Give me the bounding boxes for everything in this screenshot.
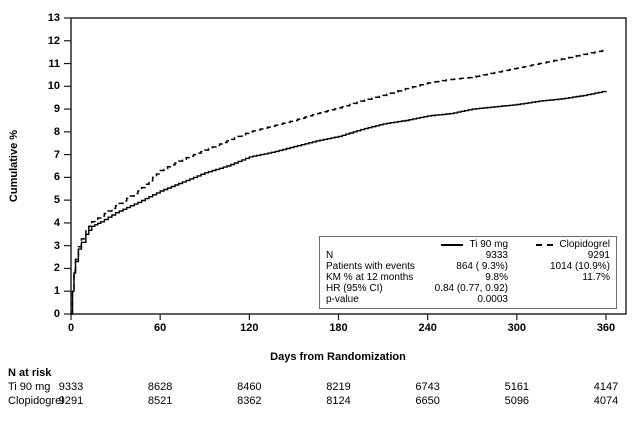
y-tick-label: 3: [53, 239, 60, 252]
n-at-risk-title: N at risk: [8, 367, 52, 379]
n-at-risk-row2-label: Clopidogrel: [8, 395, 64, 407]
stat-label: KM % at 12 months: [326, 272, 414, 283]
stat-label: p-value: [326, 294, 359, 305]
x-tick-label: 60: [154, 322, 167, 334]
n-at-risk-value: 8362: [237, 395, 262, 407]
n-at-risk-value: 9333: [58, 381, 84, 393]
x-tick-label: 180: [329, 322, 348, 334]
n-at-risk-value: 5096: [504, 395, 530, 407]
solid-line-sample-icon: [441, 243, 464, 246]
stats-row-hr: HR (95% CI) 0.84 (0.77, 0.92): [326, 283, 610, 294]
n-at-risk-row1-label: Ti 90 mg: [8, 381, 51, 393]
n-at-risk-value: 8521: [147, 395, 173, 407]
n-at-risk-value: 8460: [237, 381, 262, 393]
stat-label: N: [326, 250, 334, 261]
stats-row-km: KM % at 12 months 9.8% 11.7%: [326, 272, 610, 283]
y-tick-label: 6: [53, 171, 60, 184]
clopidogrel-curve: [71, 49, 607, 315]
y-tick-label: 2: [53, 262, 60, 275]
stats-row-pvalue: p-value 0.0003: [326, 294, 610, 305]
stat-value-ti: 9333: [485, 250, 508, 261]
stat-label: HR (95% CI): [326, 283, 383, 294]
legend-series-2-label: Clopidogrel: [559, 239, 610, 250]
ti90mg-curve: [71, 90, 607, 315]
stat-label: Patients with events: [326, 261, 415, 272]
stats-row-n: N 9333 9291: [326, 250, 610, 261]
x-tick-label: 300: [507, 322, 526, 334]
stat-value-ti: 0.84 (0.77, 0.92): [434, 283, 508, 294]
stats-row-events: Patients with events 864 ( 9.3%) 1014 (1…: [326, 261, 610, 272]
y-tick-label: 0: [53, 308, 60, 320]
x-tick-label: 0: [67, 322, 75, 334]
n-at-risk-value: 6743: [415, 381, 440, 393]
n-at-risk-value: 5161: [504, 381, 530, 393]
y-tick-label: 11: [48, 57, 60, 70]
n-at-risk-value: 8219: [326, 381, 351, 393]
stat-value-ti: 0.0003: [477, 294, 508, 305]
x-tick-label: 240: [418, 322, 437, 334]
n-at-risk-value: 4074: [593, 395, 619, 407]
y-tick-label: 1: [53, 285, 60, 298]
stats-legend-box: Ti 90 mg Clopidogrel N 9333 9291 Patient…: [319, 236, 617, 309]
stat-value-clop: 11.7%: [582, 272, 610, 283]
stat-value-clop: [508, 294, 610, 305]
y-tick-label: 4: [53, 216, 60, 229]
x-tick-label: 360: [596, 322, 616, 334]
y-axis-title: Cumulative %: [8, 129, 20, 203]
y-tick-label: 5: [53, 194, 60, 207]
y-tick-label: 13: [47, 11, 60, 24]
y-tick-label: 12: [47, 34, 60, 47]
x-axis-title: Days from Randomization: [270, 351, 406, 363]
y-tick-label: 7: [53, 148, 60, 161]
n-at-risk-value: 6650: [415, 395, 440, 407]
stat-value-clop: 9291: [587, 250, 610, 261]
n-at-risk-value: 4147: [593, 381, 619, 393]
n-at-risk-value: 9291: [58, 395, 84, 407]
n-at-risk-value: 8628: [147, 381, 173, 393]
stat-value-clop: [508, 283, 610, 294]
y-tick-label: 10: [47, 80, 60, 93]
stat-value-ti: 864 ( 9.3%): [456, 261, 508, 272]
n-at-risk-value: 8124: [326, 395, 351, 407]
stat-value-clop: 1014 (10.9%): [549, 261, 610, 272]
legend-series-1-label: Ti 90 mg: [469, 239, 508, 250]
dashed-line-sample-icon: [536, 243, 554, 246]
x-tick-label: 120: [240, 322, 259, 334]
y-tick-label: 9: [53, 103, 60, 116]
stat-value-ti: 9.8%: [485, 272, 508, 283]
legend-header-row: Ti 90 mg Clopidogrel: [326, 239, 610, 250]
plot-frame: [70, 17, 627, 315]
y-tick-label: 8: [53, 125, 60, 138]
